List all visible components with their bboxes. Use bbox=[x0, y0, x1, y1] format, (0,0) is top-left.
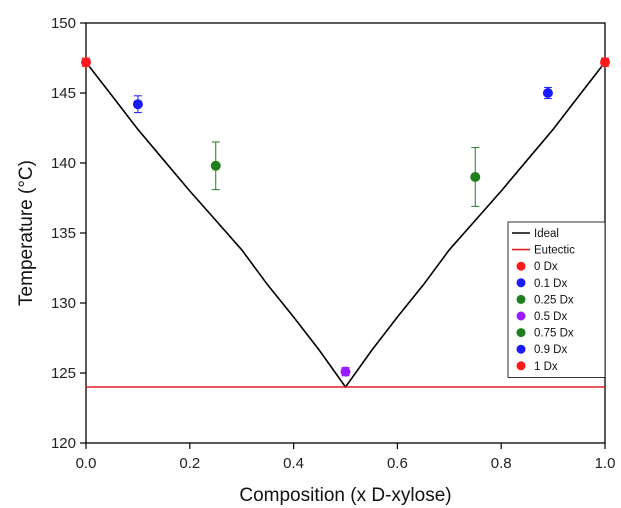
legend-label: 0 Dx bbox=[534, 261, 558, 273]
legend-label: 1 Dx bbox=[534, 361, 558, 373]
point-0-1-dx bbox=[132, 99, 143, 110]
y-tick-label: 140 bbox=[51, 155, 76, 172]
point-0-5-dx bbox=[340, 366, 351, 377]
legend-label: 0.75 Dx bbox=[534, 328, 574, 340]
legend-label: Eutectic bbox=[534, 245, 575, 257]
legend-label: 0.25 Dx bbox=[534, 294, 574, 306]
y-axis-label: Temperature (°C) bbox=[16, 160, 37, 306]
legend-swatch-0-25-dx bbox=[516, 294, 526, 304]
legend-label: Ideal bbox=[534, 228, 559, 240]
point-0-25-dx bbox=[210, 160, 221, 171]
legend-swatch-0-9-dx bbox=[516, 344, 526, 354]
legend-swatch-0-75-dx bbox=[516, 328, 526, 338]
y-tick-label: 150 bbox=[51, 15, 76, 32]
legend-label: 0.1 Dx bbox=[534, 278, 567, 290]
point-0-9-dx bbox=[542, 88, 553, 98]
x-tick-label: 0.2 bbox=[179, 455, 200, 472]
y-tick-label: 145 bbox=[51, 85, 76, 102]
point-1-dx bbox=[600, 57, 610, 68]
y-tick-label: 130 bbox=[51, 295, 76, 312]
legend-swatch-0-1-dx bbox=[516, 278, 526, 288]
x-tick-label: 0.0 bbox=[76, 455, 97, 472]
x-tick-label: 1.0 bbox=[595, 455, 616, 472]
x-tick-label: 0.8 bbox=[491, 455, 512, 472]
y-tick-label: 120 bbox=[51, 435, 76, 452]
x-tick-label: 0.4 bbox=[283, 455, 304, 472]
legend-swatch-0-dx bbox=[516, 261, 526, 271]
legend-swatch-1-dx bbox=[516, 361, 526, 371]
legend-label: 0.9 Dx bbox=[534, 344, 567, 356]
legend-swatch-0-5-dx bbox=[516, 311, 526, 321]
point-0-dx bbox=[81, 57, 91, 68]
y-tick-label: 135 bbox=[51, 225, 76, 242]
legend-label: 0.5 Dx bbox=[534, 311, 567, 323]
y-tick-label: 125 bbox=[51, 365, 76, 382]
point-0-75-dx bbox=[470, 172, 481, 182]
x-tick-label: 0.6 bbox=[387, 455, 408, 472]
plot-area: 0.0 0.2 0.4 0.6 0.8 1.0 120 125 130 135 140 145 150 I… bbox=[51, 15, 615, 472]
x-axis-label: Composition (x D-xylose) bbox=[239, 485, 451, 506]
